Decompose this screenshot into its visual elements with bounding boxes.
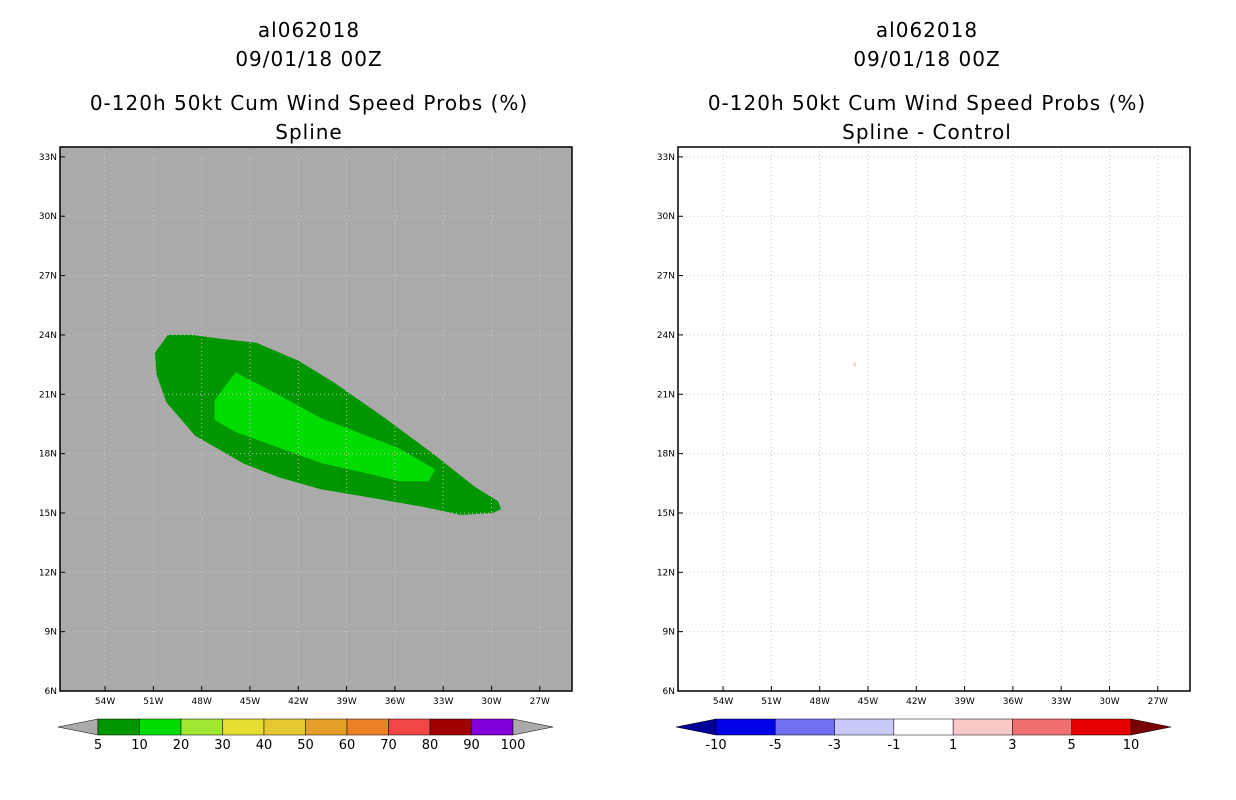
x-tick-label: 54W xyxy=(95,697,115,707)
colorbar-label: 80 xyxy=(422,738,439,753)
plot-frame xyxy=(59,146,573,692)
colorbar-label: 40 xyxy=(256,738,273,753)
colorbar-label: 10 xyxy=(131,738,148,753)
colorbar-label: 5 xyxy=(1068,738,1076,753)
y-tick-label: 21N xyxy=(657,390,675,400)
method-title: Spline xyxy=(275,120,343,144)
colorbar-swatch xyxy=(388,718,431,736)
storm-id-title: al062018 xyxy=(875,18,979,42)
y-tick-label: 30N xyxy=(657,212,675,222)
y-tick-label: 15N xyxy=(39,509,57,519)
colorbar-label: 30 xyxy=(214,738,231,753)
plot-background xyxy=(678,147,1190,691)
x-tick-label: 30W xyxy=(481,697,501,707)
x-tick-label: 33W xyxy=(433,697,453,707)
colorbar-swatch xyxy=(775,718,835,736)
probability-map: 54W 51W 48W 45W 42W 39W 36W 33W 30W 27W 33N 30N 27N 2… xyxy=(39,146,573,753)
colorbar-label: 10 xyxy=(1123,738,1140,753)
y-tick-label: 33N xyxy=(657,153,675,163)
y-tick-label: 9N xyxy=(663,628,675,638)
x-tick-label: 27W xyxy=(530,697,550,707)
x-tick-label: 48W xyxy=(810,697,830,707)
colorbar-swatch xyxy=(139,718,182,736)
colorbar-label: 5 xyxy=(94,738,102,753)
colorbar-swatch xyxy=(952,718,1013,736)
y-tick-label: 33N xyxy=(39,153,57,163)
x-tick-label: 30W xyxy=(1099,697,1119,707)
y-tick-label: 12N xyxy=(657,568,675,578)
colorbar-label: 60 xyxy=(339,738,356,753)
colorbar-under-arrow xyxy=(675,718,717,736)
date-title: 09/01/18 00Z xyxy=(235,47,383,71)
product-title: 0-120h 50kt Cum Wind Speed Probs (%) xyxy=(89,91,529,115)
colorbar-label: -3 xyxy=(828,738,841,753)
colorbar-under-arrow xyxy=(57,718,99,736)
colorbar-label: -1 xyxy=(887,738,900,753)
y-tick-label: 15N xyxy=(657,509,675,519)
y-tick-label: 6N xyxy=(45,687,57,697)
y-tick-label: 27N xyxy=(657,272,675,282)
colorbar-label: 70 xyxy=(380,738,397,753)
x-tick-label: 45W xyxy=(858,697,878,707)
x-tick-label: 51W xyxy=(761,697,781,707)
x-tick-label: 27W xyxy=(1148,697,1168,707)
colorbar-label: 1 xyxy=(949,738,957,753)
right-panel: al062018 09/01/18 00Z 0-120h 50kt Cum Wi… xyxy=(618,0,1236,800)
x-tick-label: 39W xyxy=(954,697,974,707)
y-tick-label: 12N xyxy=(39,568,57,578)
x-tick-label: 36W xyxy=(385,697,405,707)
y-tick-label: 6N xyxy=(663,687,675,697)
colorbar-label: 20 xyxy=(173,738,190,753)
colorbar-swatch xyxy=(715,718,776,736)
plot-frame xyxy=(677,146,1191,692)
x-tick-label: 42W xyxy=(906,697,926,707)
y-tick-label: 18N xyxy=(39,450,57,460)
y-tick-label: 24N xyxy=(39,331,57,341)
x-tick-label: 48W xyxy=(192,697,212,707)
left-panel: al062018 09/01/18 00Z 0-120h 50kt Cum Wi… xyxy=(39,18,573,753)
difference-map: 54W 51W 48W 45W 42W 39W 36W 33W 30W 27W 33N 30N 27N 2… xyxy=(657,146,1191,753)
colorbar-swatch xyxy=(834,718,895,736)
x-tick-label: 51W xyxy=(143,697,163,707)
colorbar-swatch xyxy=(180,718,223,736)
colorbar-swatch xyxy=(893,718,954,736)
x-tick-label: 54W xyxy=(713,697,733,707)
x-tick-label: 45W xyxy=(240,697,260,707)
product-title: 0-120h 50kt Cum Wind Speed Probs (%) xyxy=(707,91,1147,115)
colorbar-swatch xyxy=(97,718,140,736)
y-tick-label: 30N xyxy=(39,212,57,222)
y-tick-label: 21N xyxy=(39,390,57,400)
colorbar-label: 50 xyxy=(297,738,314,753)
colorbar-label: -5 xyxy=(769,738,782,753)
y-tick-label: 18N xyxy=(657,450,675,460)
contour-10-20 xyxy=(214,372,436,482)
colorbar-label: 3 xyxy=(1008,738,1016,753)
date-title: 09/01/18 00Z xyxy=(853,47,1001,71)
x-tick-label: 33W xyxy=(1051,697,1071,707)
colorbar-swatch xyxy=(429,718,472,736)
contour-1-3 xyxy=(853,362,856,367)
method-title: Spline - Control xyxy=(842,120,1012,144)
colorbar-swatch xyxy=(1012,718,1072,736)
colorbar-over-arrow xyxy=(1130,718,1172,736)
colorbar-label: -10 xyxy=(705,738,726,753)
x-tick-label: 39W xyxy=(336,697,356,707)
y-tick-label: 27N xyxy=(39,272,57,282)
colorbar-over-arrow xyxy=(512,718,554,736)
colorbar-swatch xyxy=(222,718,265,736)
x-tick-label: 36W xyxy=(1003,697,1023,707)
colorbar-label: 100 xyxy=(501,738,526,753)
colorbar-swatch xyxy=(1071,718,1132,736)
storm-id-title: al062018 xyxy=(257,18,361,42)
x-tick-label: 42W xyxy=(288,697,308,707)
y-tick-label: 9N xyxy=(45,628,57,638)
colorbar-swatch xyxy=(305,718,348,736)
colorbar-label: 90 xyxy=(463,738,480,753)
colorbar-swatch xyxy=(263,718,306,736)
colorbar-swatch xyxy=(346,718,389,736)
colorbar-swatch xyxy=(471,718,514,736)
y-tick-label: 24N xyxy=(657,331,675,341)
